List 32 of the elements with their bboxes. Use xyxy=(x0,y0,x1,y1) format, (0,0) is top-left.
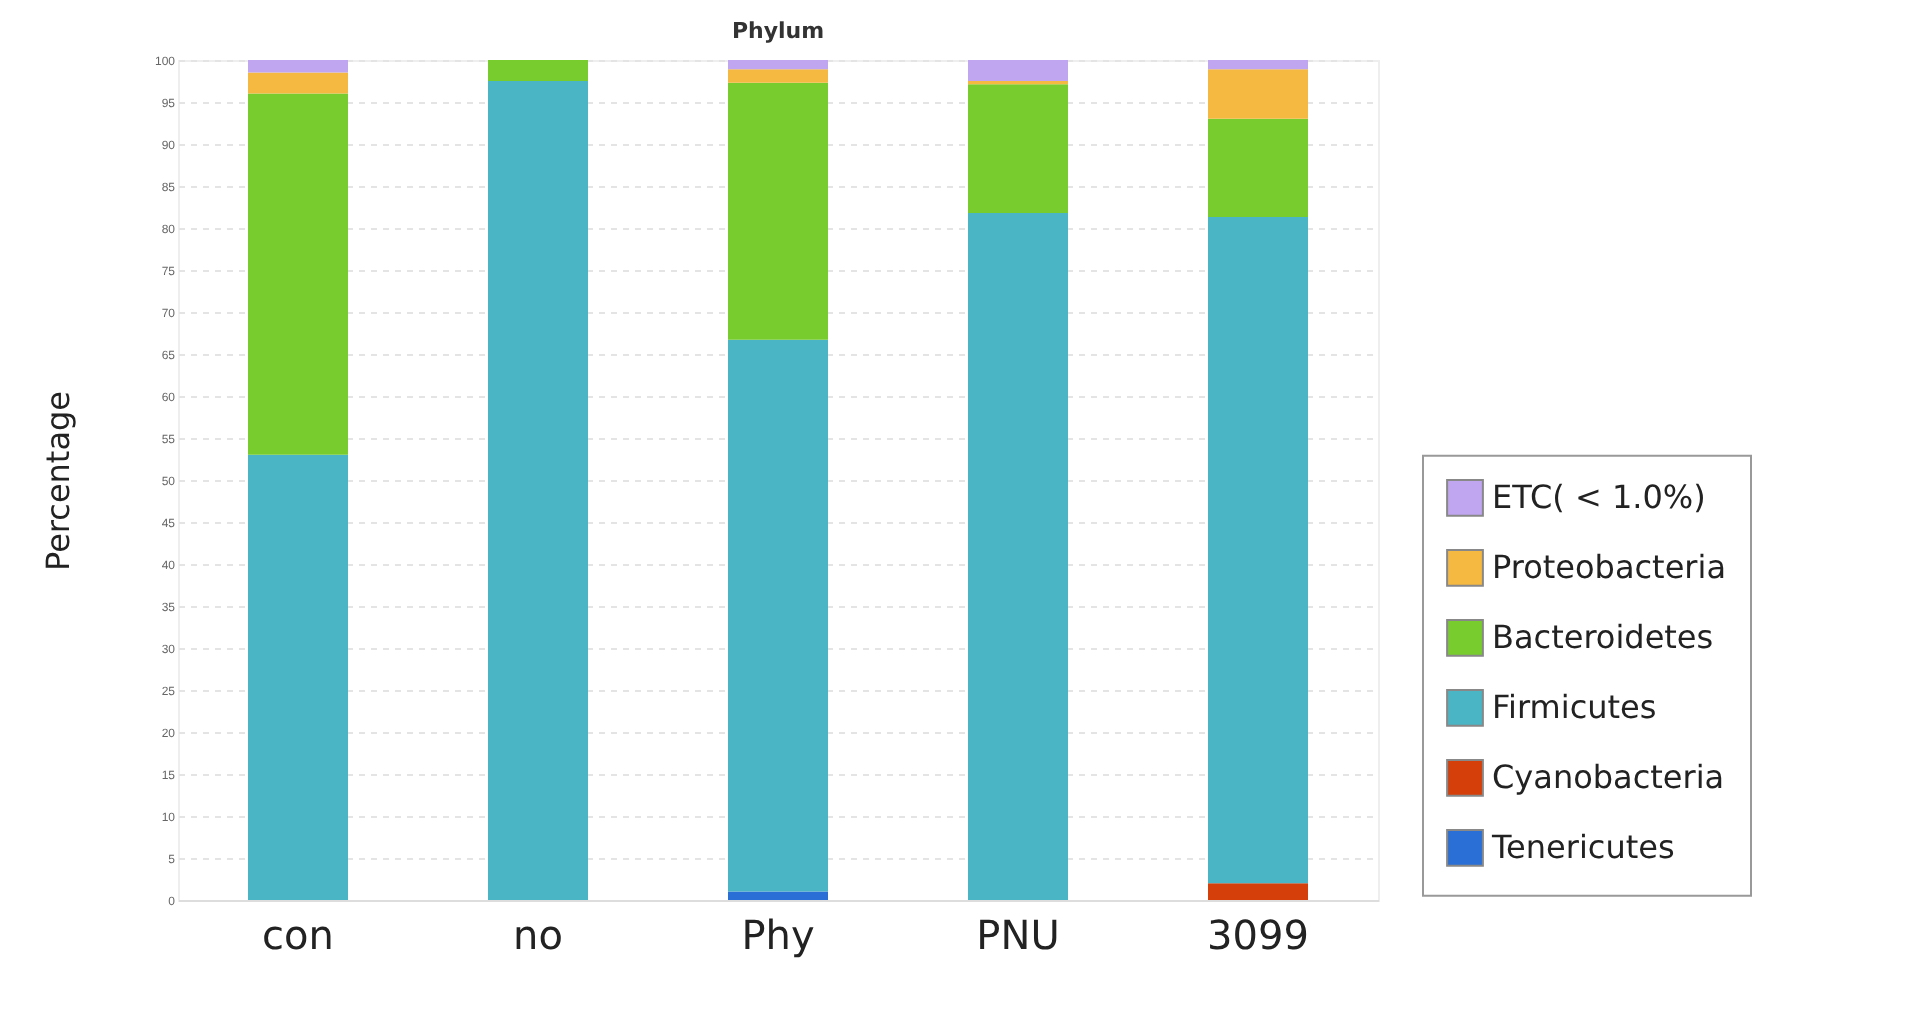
bar xyxy=(968,60,1068,81)
legend-label: Proteobacteria xyxy=(1492,547,1726,586)
x-tick-label: 3099 xyxy=(1207,911,1309,959)
bar xyxy=(728,82,828,340)
bar xyxy=(728,69,828,83)
legend-label: Tenericutes xyxy=(1490,827,1675,866)
x-tick-label: con xyxy=(262,911,334,959)
bar xyxy=(248,93,348,455)
legend-label: Cyanobacteria xyxy=(1492,757,1725,796)
x-tick-label: PNU xyxy=(976,911,1060,959)
x-tick-label: no xyxy=(513,911,563,959)
bar xyxy=(728,60,828,70)
legend-label: ETC( < 1.0%) xyxy=(1492,477,1706,516)
y-axis-title: Percentage xyxy=(38,390,77,572)
bar xyxy=(728,891,828,900)
bar xyxy=(968,84,1068,213)
bar xyxy=(1208,60,1308,70)
legend-label: Firmicutes xyxy=(1492,687,1657,726)
bar xyxy=(1208,883,1308,900)
bar xyxy=(728,339,828,892)
bar xyxy=(968,212,1068,900)
bar xyxy=(248,60,348,73)
bar xyxy=(248,72,348,94)
chart-title: Phylum xyxy=(731,18,825,44)
bar xyxy=(1208,217,1308,884)
bar xyxy=(1208,118,1308,218)
bar xyxy=(1208,69,1308,119)
legend-label: Bacteroidetes xyxy=(1492,617,1714,656)
bar xyxy=(488,60,588,81)
bar xyxy=(248,454,348,900)
bar xyxy=(488,81,588,900)
x-tick-label: Phy xyxy=(741,911,815,959)
